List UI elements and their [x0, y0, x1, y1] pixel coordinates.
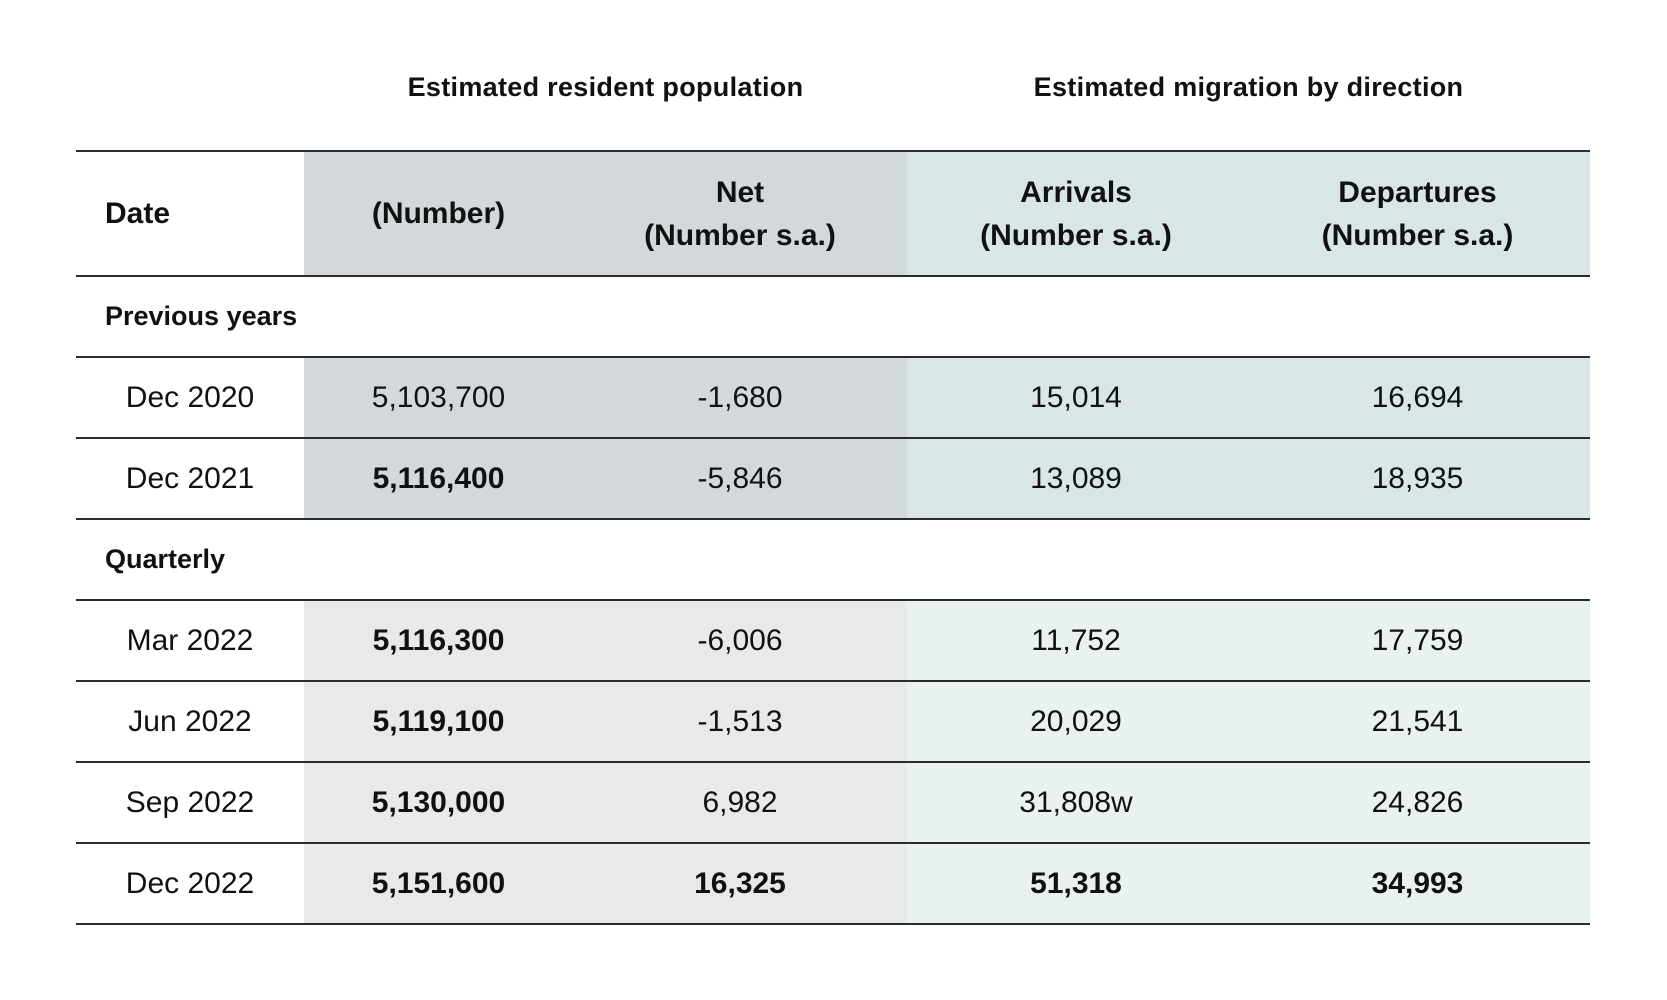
- departures-cell: 34,993: [1245, 843, 1590, 924]
- number-cell: 5,116,400: [304, 438, 573, 519]
- arrivals-cell: 15,014: [907, 357, 1245, 438]
- column-header-arrivals-label: Arrivals: [1020, 175, 1132, 209]
- group-headers: Estimated resident population Estimated …: [76, 62, 1590, 112]
- migration-group-title: Estimated migration by direction: [1033, 72, 1464, 102]
- number-cell: 5,130,000: [304, 762, 573, 843]
- section-label: Previous years: [76, 276, 1590, 357]
- population-migration-table: Date (Number) Net (Number s.a.) Arrivals (…: [76, 150, 1590, 925]
- net-cell: -1,513: [573, 681, 907, 762]
- departures-cell: 21,541: [1245, 681, 1590, 762]
- table-row: Dec 2021 5,116,400 -5,846 13,089 18,935: [76, 438, 1590, 519]
- net-cell: 6,982: [573, 762, 907, 843]
- number-cell: 5,103,700: [304, 357, 573, 438]
- date-cell: Mar 2022: [126, 623, 254, 657]
- arrivals-cell: 13,089: [907, 438, 1245, 519]
- number-cell: 5,151,600: [304, 843, 573, 924]
- column-header-departures: Departures (Number s.a.): [1245, 151, 1590, 276]
- date-cell: Jun 2022: [128, 704, 252, 738]
- net-cell: -1,680: [573, 357, 907, 438]
- departures-cell: 17,759: [1245, 600, 1590, 681]
- column-header-net: Net (Number s.a.): [573, 151, 907, 276]
- arrivals-cell: 20,029: [907, 681, 1245, 762]
- table-row: Mar 2022 5,116,300 -6,006 11,752 17,759: [76, 600, 1590, 681]
- column-header-row: Date (Number) Net (Number s.a.) Arrivals (…: [76, 151, 1590, 276]
- section-row-previous-years: Previous years: [76, 276, 1590, 357]
- column-header-date-label: Date: [105, 197, 171, 230]
- column-header-departures-label: Departures: [1338, 175, 1497, 209]
- departures-cell: 24,826: [1245, 762, 1590, 843]
- column-header-date: Date: [76, 151, 304, 276]
- section-row-quarterly: Quarterly: [76, 519, 1590, 600]
- arrivals-cell: 11,752: [907, 600, 1245, 681]
- population-group-title: Estimated resident population: [407, 72, 804, 102]
- table-row: Sep 2022 5,130,000 6,982 31,808w 24,826: [76, 762, 1590, 843]
- date-cell: Dec 2020: [125, 380, 255, 414]
- number-cell: 5,119,100: [304, 681, 573, 762]
- column-header-arrivals: Arrivals (Number s.a.): [907, 151, 1245, 276]
- column-header-net-unit: (Number s.a.): [644, 218, 836, 252]
- table-row: Jun 2022 5,119,100 -1,513 20,029 21,541: [76, 681, 1590, 762]
- column-header-number-label: (Number): [371, 197, 506, 230]
- column-header-number: (Number): [304, 151, 573, 276]
- date-cell: Dec 2022: [125, 866, 255, 900]
- arrivals-cell: 51,318: [907, 843, 1245, 924]
- section-label: Quarterly: [76, 519, 1590, 600]
- departures-cell: 16,694: [1245, 357, 1590, 438]
- column-header-net-label: Net: [715, 175, 765, 209]
- number-cell: 5,116,300: [304, 600, 573, 681]
- table-row: Dec 2022 5,151,600 16,325 51,318 34,993: [76, 843, 1590, 924]
- column-header-departures-unit: (Number s.a.): [1321, 218, 1514, 252]
- table-row: Dec 2020 5,103,700 -1,680 15,014 16,694: [76, 357, 1590, 438]
- departures-cell: 18,935: [1245, 438, 1590, 519]
- arrivals-cell: 31,808w: [907, 762, 1245, 843]
- date-cell: Dec 2021: [125, 461, 255, 495]
- net-cell: -5,846: [573, 438, 907, 519]
- net-cell: 16,325: [573, 843, 907, 924]
- date-cell: Sep 2022: [125, 785, 255, 819]
- column-header-arrivals-unit: (Number s.a.): [980, 218, 1172, 252]
- net-cell: -6,006: [573, 600, 907, 681]
